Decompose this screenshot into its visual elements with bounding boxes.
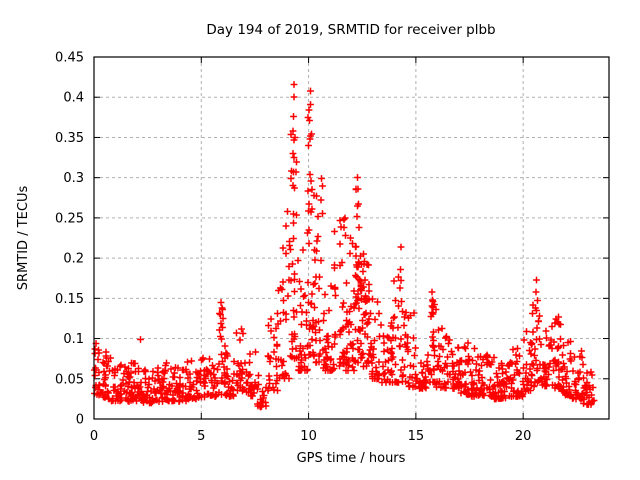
x-tick-label: 10 bbox=[300, 429, 317, 444]
y-tick-label: 0.25 bbox=[55, 211, 84, 226]
y-tick-label: 0.45 bbox=[55, 51, 84, 66]
axis-ticks bbox=[93, 56, 609, 420]
x-tick-label: 20 bbox=[515, 429, 532, 444]
y-tick-label: 0 bbox=[76, 413, 84, 428]
plot-area-border bbox=[93, 56, 610, 420]
y-tick-label: 0.3 bbox=[63, 171, 84, 186]
y-tick-label: 0.4 bbox=[63, 91, 84, 106]
y-tick-label: 0.15 bbox=[55, 292, 84, 307]
scatter-points bbox=[91, 81, 598, 411]
scatter-plus-markers bbox=[91, 81, 598, 411]
x-axis-label: GPS time / hours bbox=[297, 451, 406, 466]
y-tick-label: 0.35 bbox=[55, 131, 84, 146]
y-tick-label: 0.2 bbox=[63, 252, 84, 267]
chart-title: Day 194 of 2019, SRMTID for receiver plb… bbox=[206, 22, 495, 38]
y-tick-label: 0.1 bbox=[63, 332, 84, 347]
y-axis-label: SRMTID / TECUs bbox=[16, 186, 31, 291]
y-tick-label: 0.05 bbox=[55, 372, 84, 387]
x-tick-label: 0 bbox=[90, 429, 98, 444]
tick-labels: 0 0.05 0.1 0.15 0.2 0.25 0.3 0.35 0.4 0.45 0 5 10 15 2… bbox=[55, 51, 531, 445]
x-tick-label: 5 bbox=[197, 429, 205, 444]
x-tick-label: 15 bbox=[408, 429, 425, 444]
